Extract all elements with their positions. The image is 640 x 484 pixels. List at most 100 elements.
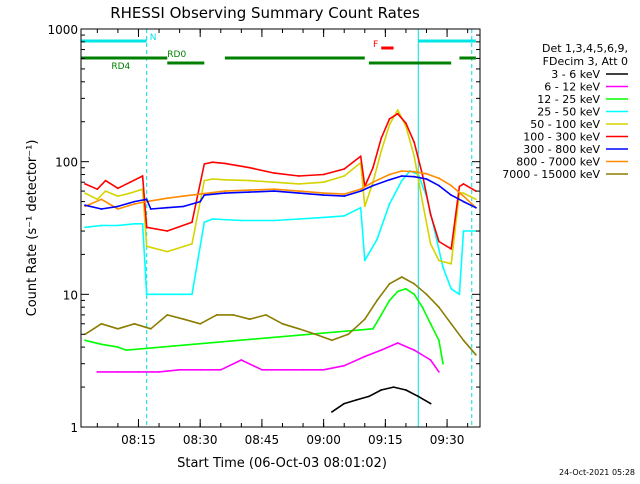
y-tick-label-1: 1: [70, 421, 78, 435]
data-point-6-12-kev-10: [302, 368, 304, 371]
legend-header-1: FDecim 3, Att 0: [543, 55, 628, 68]
data-point-50-100-kev-15: [322, 181, 325, 184]
data-point-3-6-kev-3: [368, 395, 370, 398]
data-point-800-7000-kev-6: [182, 195, 185, 198]
series-300-800-kev: [84, 175, 477, 210]
legend-label-3-6-kev: 3 - 6 keV: [551, 68, 600, 81]
data-point-3-6-kev-1: [343, 402, 346, 405]
data-point-25-50-kev-4: [141, 222, 144, 225]
data-point-25-50-kev-3: [133, 222, 136, 225]
data-point-100-300-kev-24: [413, 141, 416, 144]
data-point-25-50-kev-1: [100, 224, 103, 227]
data-point-25-50-kev-15: [359, 206, 362, 209]
data-point-100-300-kev-17: [359, 155, 362, 158]
data-point-12-25-kev-4: [372, 327, 374, 330]
data-point-6-12-kev-4: [178, 368, 181, 371]
flag-label-rd0: RD0: [167, 50, 186, 60]
chart-title: RHESSI Observing Summary Count Rates: [110, 4, 420, 22]
legend-label-100-300-kev: 100 - 300 keV: [523, 131, 600, 144]
data-point-50-100-kev-24: [413, 155, 416, 158]
data-point-6-12-kev-7: [240, 359, 243, 361]
series-25-50-kev: [84, 170, 477, 296]
data-point-50-100-kev-27: [438, 259, 440, 262]
data-point-25-50-kev-24: [442, 266, 444, 269]
data-point-800-7000-kev-15: [372, 181, 374, 184]
data-point-3-6-kev-4: [380, 389, 383, 391]
data-point-100-300-kev-27: [438, 240, 440, 243]
data-point-100-300-kev-11: [224, 162, 226, 165]
legend-label-800-7000-kev: 800 - 7000 keV: [516, 156, 600, 169]
legend-header-0: Det 1,3,4,5,6,9,: [542, 42, 628, 55]
data-point-50-100-kev-18: [363, 205, 366, 208]
series-line-800-7000-kev: [84, 170, 477, 210]
data-point-800-7000-kev-7: [199, 193, 202, 196]
axes: 08:15 08:30 08:45 09:00 09:15 09:30 1 10 100 1000: [47, 23, 480, 447]
data-point-100-300-kev-26: [429, 213, 432, 216]
data-point-800-7000-kev-9: [248, 189, 251, 192]
data-point-800-7000-kev-13: [343, 193, 346, 196]
data-point-25-50-kev-0: [84, 226, 86, 229]
series-6-12-kev: [96, 342, 440, 373]
data-point-50-100-kev-9: [203, 179, 206, 182]
data-point-12-25-kev-0: [84, 339, 86, 342]
data-point-50-100-kev-3: [117, 195, 119, 198]
data-point-800-7000-kev-20: [438, 177, 440, 180]
data-point-3-6-kev-2: [355, 399, 358, 401]
data-point-6-12-kev-13: [363, 355, 366, 358]
data-point-300-800-kev-4: [145, 198, 148, 201]
data-point-25-50-kev-13: [322, 216, 325, 219]
data-point-300-800-kev-18: [388, 178, 391, 181]
flag-label-rd4: RD4: [111, 62, 130, 72]
data-point-100-300-kev-13: [273, 172, 276, 175]
data-point-50-100-kev-11: [224, 178, 226, 181]
data-point-25-50-kev-8: [203, 221, 206, 224]
data-point-25-50-kev-12: [298, 218, 300, 220]
data-point-100-300-kev-9: [203, 163, 206, 165]
data-point-100-300-kev-4: [129, 181, 132, 184]
data-point-6-12-kev-5: [199, 368, 202, 371]
data-point-25-50-kev-14: [343, 215, 346, 217]
data-point-300-800-kev-16: [359, 190, 362, 193]
data-point-25-50-kev-25: [450, 287, 453, 290]
data-point-50-100-kev-8: [191, 243, 193, 245]
data-point-300-800-kev-21: [425, 178, 428, 180]
x-tick-label-09-00: 09:00: [306, 433, 341, 447]
data-point-12-25-kev-13: [442, 362, 444, 365]
data-point-25-50-kev-11: [273, 219, 276, 222]
series-line-300-800-kev: [84, 175, 477, 210]
data-point-7000-15000-kev-6: [182, 318, 185, 321]
data-point-50-100-kev-2: [104, 190, 107, 193]
data-point-800-7000-kev-8: [224, 190, 226, 193]
data-point-7000-15000-kev-2: [117, 327, 119, 330]
legend-label-25-50-kev: 25 - 50 keV: [537, 106, 600, 119]
data-point-7000-15000-kev-5: [166, 314, 169, 316]
data-point-100-300-kev-22: [396, 112, 399, 115]
data-point-12-25-kev-7: [396, 290, 399, 293]
data-point-6-12-kev-1: [117, 371, 119, 373]
data-point-7000-15000-kev-9: [232, 314, 235, 316]
data-point-100-300-kev-7: [166, 230, 169, 232]
series-7000-15000-kev: [84, 276, 477, 356]
data-point-300-800-kev-8: [199, 200, 202, 203]
data-point-6-12-kev-0: [96, 371, 99, 373]
data-point-100-300-kev-10: [211, 161, 214, 164]
data-point-50-100-kev-0: [84, 192, 86, 195]
data-point-800-7000-kev-5: [166, 197, 169, 200]
data-point-7000-15000-kev-1: [100, 322, 103, 325]
data-point-7000-15000-kev-12: [281, 322, 284, 325]
data-point-100-300-kev-21: [388, 118, 391, 120]
data-point-300-800-kev-23: [450, 194, 453, 197]
y-axis-label: Count Rate (s⁻¹ detector⁻¹): [25, 140, 40, 317]
data-point-6-12-kev-11: [322, 368, 325, 371]
data-point-50-100-kev-4: [129, 192, 132, 195]
data-point-300-800-kev-5: [149, 208, 152, 210]
data-point-25-50-kev-9: [211, 218, 214, 220]
data-point-300-800-kev-12: [273, 190, 276, 193]
legend-label-7000-15000-kev: 7000 - 15000 keV: [502, 168, 600, 181]
data-point-6-12-kev-16: [413, 349, 416, 351]
data-point-25-50-kev-16: [363, 259, 366, 262]
data-point-800-7000-kev-22: [462, 195, 465, 198]
legend: Det 1,3,4,5,6,9,FDecim 3, Att 03 - 6 keV…: [502, 42, 628, 181]
data-point-100-300-kev-20: [380, 137, 383, 140]
data-point-800-7000-kev-19: [425, 172, 428, 175]
